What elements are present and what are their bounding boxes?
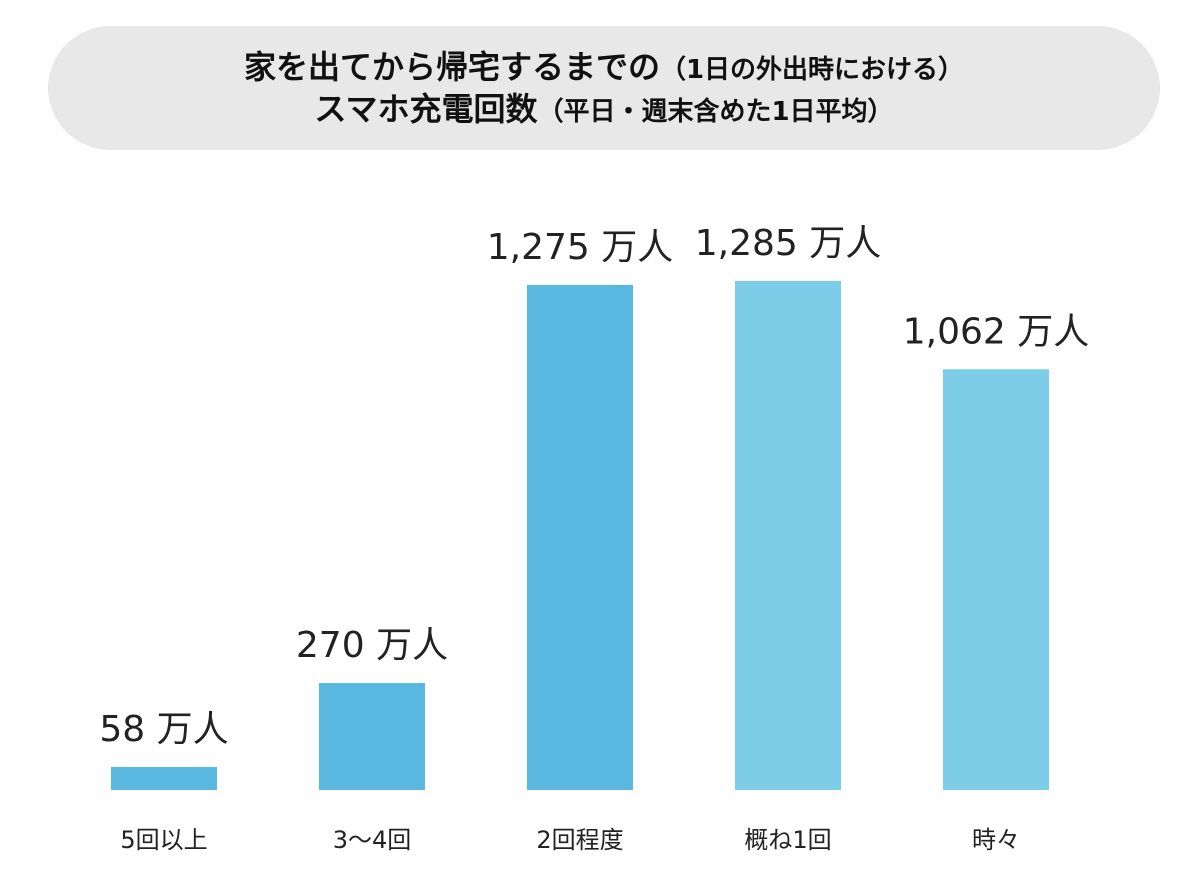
chart-title-line-1: 家を出てから帰宅するまでの（1日の外出時における）	[244, 48, 964, 86]
category-label-5: 時々	[972, 826, 1020, 854]
bar-3	[527, 284, 633, 790]
chart-subtitle-note: （平日・週末含めた1日平均）	[537, 97, 894, 127]
value-label-2: 270 万人	[296, 625, 448, 666]
value-label-5: 1,062 万人	[903, 311, 1090, 352]
category-label-1: 5回以上	[120, 826, 207, 854]
chart-title-box: 家を出てから帰宅するまでの（1日の外出時における） スマホ充電回数（平日・週末含…	[48, 26, 1160, 150]
value-label-3: 1,275 万人	[487, 227, 674, 268]
value-label-1: 58 万人	[99, 709, 228, 750]
bar-5	[943, 369, 1049, 790]
category-label-3: 2回程度	[536, 826, 623, 854]
value-label-4: 1,285 万人	[695, 223, 882, 264]
bar-1	[111, 767, 217, 790]
category-label-2: 3〜4回	[333, 826, 412, 854]
bar-2	[319, 683, 425, 790]
chart-title-note: （1日の外出時における）	[659, 54, 965, 85]
chart-title-main: 家を出てから帰宅するまでの	[243, 47, 660, 86]
chart-title-line-2: スマホ充電回数（平日・週末含めた1日平均）	[314, 90, 893, 128]
chart-subtitle-main: スマホ充電回数	[314, 90, 538, 128]
category-label-4: 概ね1回	[744, 826, 831, 854]
bar-4	[735, 280, 841, 790]
